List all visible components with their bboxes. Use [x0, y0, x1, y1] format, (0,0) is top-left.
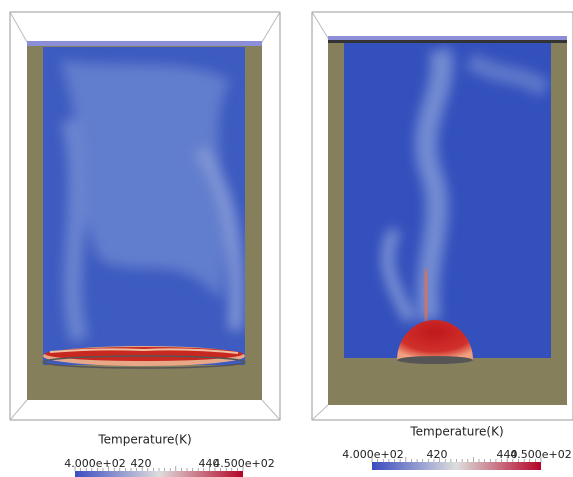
- render-view: Temperature(K) 4.000e+02 420 440 4.500e+…: [0, 0, 573, 477]
- right-colorbar: Temperature(K) 4.000e+02 420 440 4.500e+…: [342, 425, 571, 471]
- left-render: [10, 12, 280, 420]
- colorbar-title: Temperature(K): [409, 425, 503, 439]
- colorbar-label: 420: [131, 457, 152, 470]
- page: Temperature(K) 4.000e+02 420 440 4.500e+…: [0, 0, 573, 477]
- colorbar-label: 4.000e+02: [64, 457, 125, 470]
- right-render: [312, 12, 573, 420]
- colorbar: [372, 462, 541, 470]
- colorbar-label: 4.500e+02: [213, 457, 274, 470]
- colorbar: [75, 471, 243, 477]
- colorbar-label: 420: [427, 448, 448, 461]
- colorbar-title: Temperature(K): [97, 433, 191, 447]
